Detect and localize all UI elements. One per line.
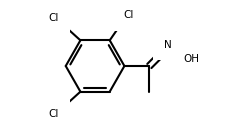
Text: OH: OH	[184, 54, 200, 64]
Text: Cl: Cl	[49, 109, 59, 119]
Text: N: N	[164, 40, 172, 50]
Text: Cl: Cl	[123, 10, 133, 20]
Text: Cl: Cl	[49, 13, 59, 23]
